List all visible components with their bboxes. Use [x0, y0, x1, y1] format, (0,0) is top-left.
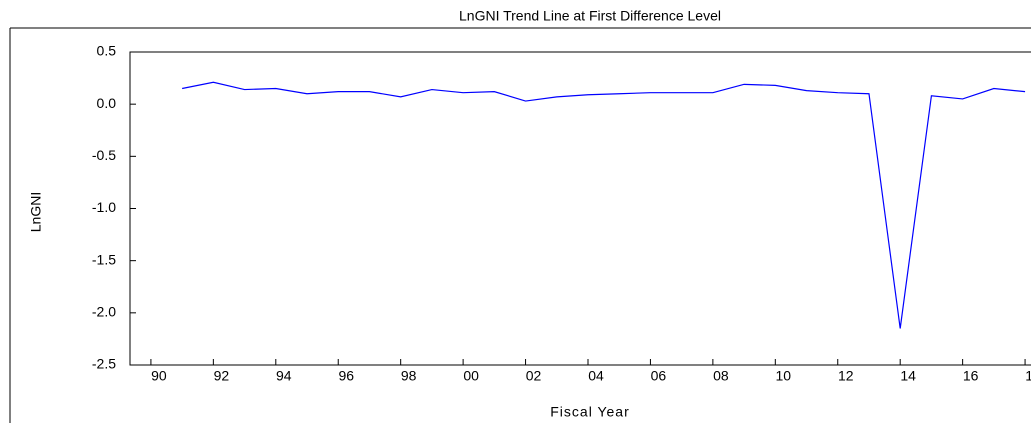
y-tick-label: 0.5 — [97, 43, 117, 59]
x-tick-label: 02 — [526, 368, 542, 384]
y-tick-label: -2.0 — [92, 304, 116, 320]
x-tick-label: 94 — [276, 368, 292, 384]
y-tick-label: -0.5 — [92, 147, 116, 163]
y-tick-label: -1.0 — [92, 199, 116, 215]
x-tick-label: 06 — [651, 368, 667, 384]
x-tick-label: 10 — [776, 368, 792, 384]
x-tick-label: 04 — [588, 368, 604, 384]
chart-title: LnGNI Trend Line at First Difference Lev… — [459, 8, 721, 24]
x-tick-label: 90 — [151, 368, 167, 384]
x-axis-label: Fiscal Year — [550, 404, 629, 420]
x-tick-label: 14 — [900, 368, 916, 384]
y-tick-label: -2.5 — [92, 356, 116, 372]
y-tick-label: -1.5 — [92, 251, 116, 267]
x-tick-label: 12 — [838, 368, 854, 384]
y-axis-label: LnGNI — [28, 192, 44, 232]
x-tick-label: 96 — [338, 368, 354, 384]
x-tick-label: 00 — [463, 368, 479, 384]
x-tick-label: 08 — [713, 368, 729, 384]
x-tick-label: 92 — [214, 368, 230, 384]
x-tick-label: 18 — [1025, 368, 1031, 384]
y-tick-label: 0.0 — [97, 95, 117, 111]
line-series — [182, 81, 1026, 329]
x-tick-label: 98 — [401, 368, 417, 384]
x-tick-label: 16 — [963, 368, 979, 384]
